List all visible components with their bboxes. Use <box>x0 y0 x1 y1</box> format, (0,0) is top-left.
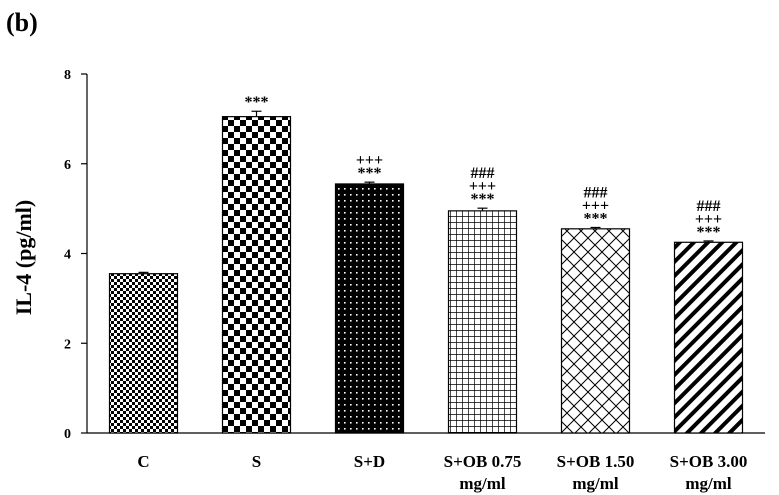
y-tick-label: 6 <box>64 158 71 173</box>
significance-label: +++ <box>582 197 609 214</box>
bar-3 <box>447 210 518 434</box>
bar-0 <box>108 273 179 434</box>
axes-layer <box>81 73 765 434</box>
bar-5 <box>673 241 744 434</box>
x-tick-label: mg/ml <box>685 474 732 493</box>
panel-label: (b) <box>6 8 38 37</box>
x-tick-label: mg/ml <box>572 474 619 493</box>
significance-label: +++ <box>469 178 496 195</box>
y-axis-label: IL-4 (pg/ml) <box>11 200 36 316</box>
significance-label: ### <box>471 165 495 182</box>
x-tick-label: mg/ml <box>459 474 506 493</box>
bar-1 <box>221 116 292 434</box>
significance-label: +++ <box>695 211 722 228</box>
x-tick-label: S+OB 3.00 <box>670 452 748 471</box>
significance-label: *** <box>245 94 269 111</box>
bar-2 <box>334 183 405 434</box>
x-tick-label: C <box>137 452 149 471</box>
y-tick-label: 8 <box>64 68 71 83</box>
x-tick-label: S+OB 0.75 <box>444 452 522 471</box>
bar-4 <box>560 228 631 434</box>
significance-label: *** <box>358 165 382 182</box>
x-tick-label: S <box>252 452 261 471</box>
y-tick-label: 0 <box>64 427 71 442</box>
significance-label: ### <box>584 184 608 201</box>
significance-label: *** <box>584 210 608 227</box>
significance-label: *** <box>471 191 495 208</box>
bars-layer <box>108 110 744 434</box>
y-tick-label: 4 <box>64 248 71 263</box>
x-tick-label: S+D <box>354 452 385 471</box>
significance-label: *** <box>697 224 721 241</box>
y-tick-label: 2 <box>64 337 71 352</box>
significance-label: +++ <box>356 152 383 169</box>
significance-label: ### <box>697 198 721 215</box>
x-tick-label: S+OB 1.50 <box>557 452 635 471</box>
